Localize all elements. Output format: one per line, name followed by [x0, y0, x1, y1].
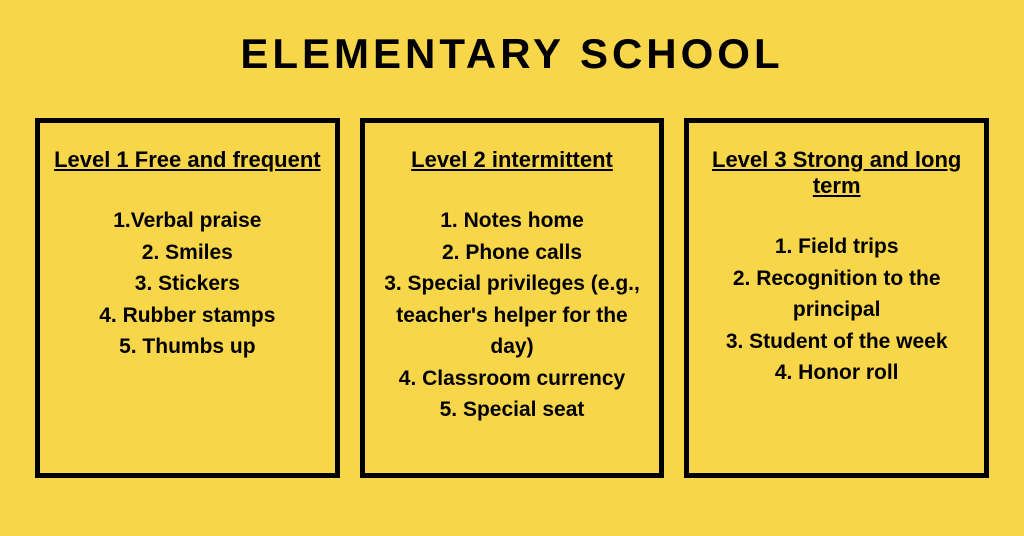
level-2-item: 2. Phone calls [375, 237, 650, 269]
level-1-item: 2. Smiles [50, 237, 325, 269]
level-1-item: 4. Rubber stamps [50, 300, 325, 332]
columns-container: Level 1 Free and frequent 1.Verbal prais… [30, 118, 994, 478]
level-1-box: Level 1 Free and frequent 1.Verbal prais… [35, 118, 340, 478]
level-3-item: 4. Honor roll [699, 357, 974, 389]
level-2-item: 1. Notes home [375, 205, 650, 237]
level-1-item: 5. Thumbs up [50, 331, 325, 363]
level-1-header: Level 1 Free and frequent [50, 147, 325, 173]
level-1-item: 1.Verbal praise [50, 205, 325, 237]
level-2-item: 5. Special seat [375, 394, 650, 426]
page-title: ELEMENTARY SCHOOL [30, 30, 994, 78]
level-3-item: 2. Recognition to the principal [699, 263, 974, 326]
level-3-box: Level 3 Strong and long term 1. Field tr… [684, 118, 989, 478]
level-3-header: Level 3 Strong and long term [699, 147, 974, 199]
level-2-box: Level 2 intermittent 1. Notes home 2. Ph… [360, 118, 665, 478]
level-1-item: 3. Stickers [50, 268, 325, 300]
level-3-item: 1. Field trips [699, 231, 974, 263]
level-2-item: 3. Special privileges (e.g., teacher's h… [375, 268, 650, 363]
level-2-header: Level 2 intermittent [375, 147, 650, 173]
level-3-item: 3. Student of the week [699, 326, 974, 358]
level-2-item: 4. Classroom currency [375, 363, 650, 395]
